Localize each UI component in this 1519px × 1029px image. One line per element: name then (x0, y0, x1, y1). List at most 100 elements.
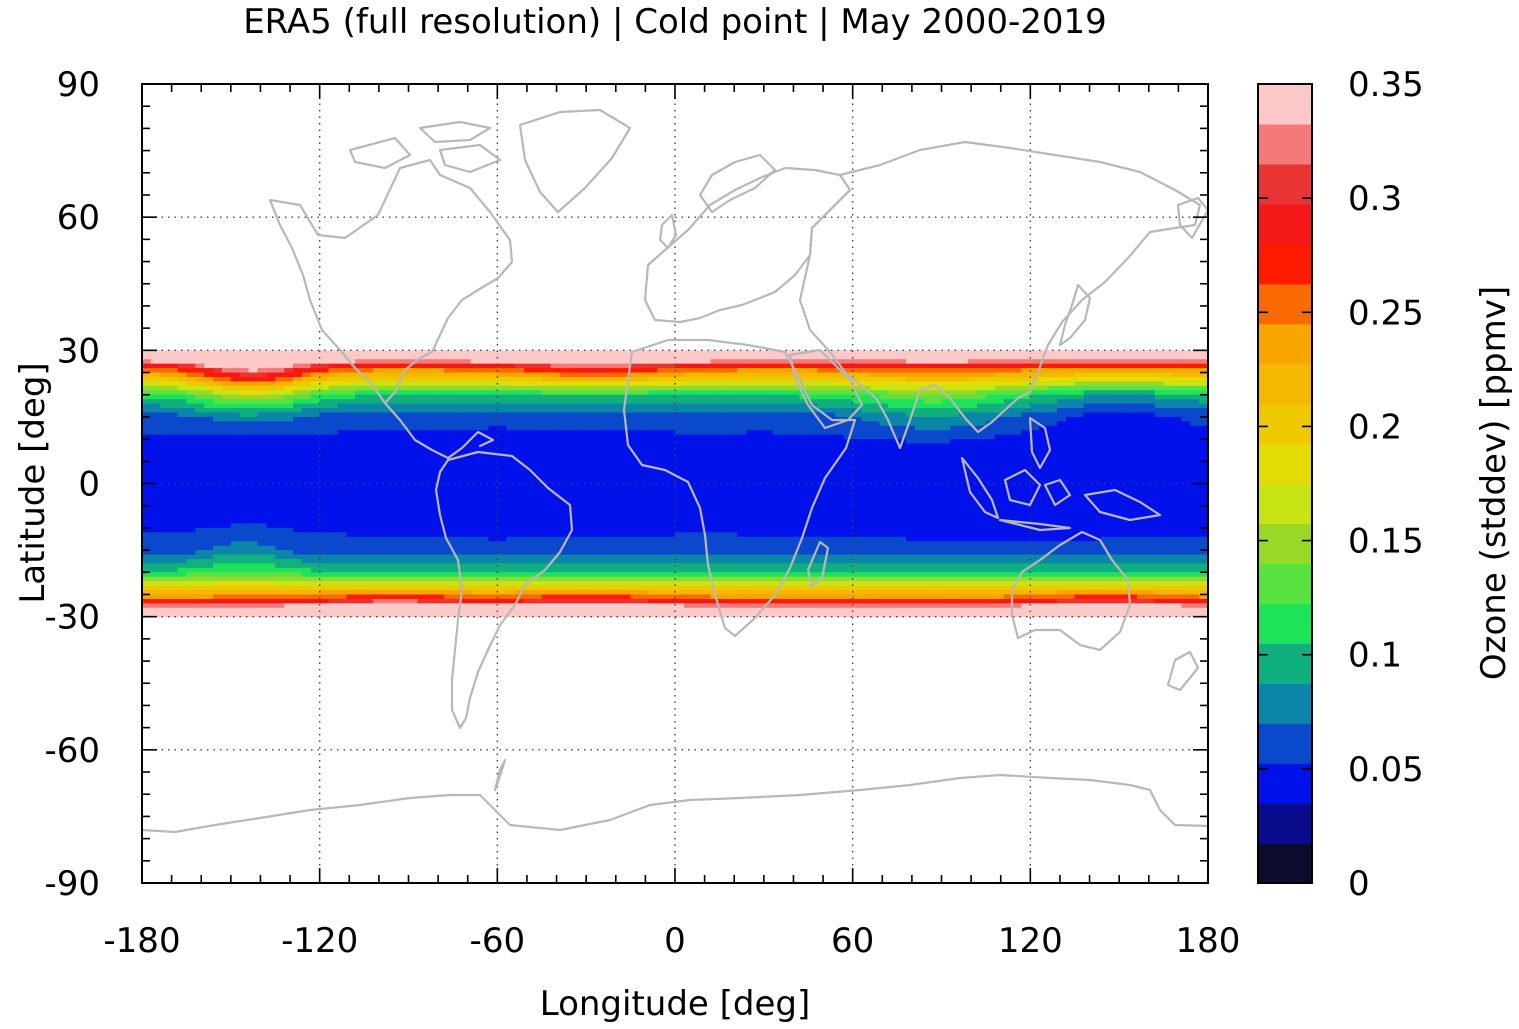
field-cell (293, 408, 303, 414)
field-cell (1154, 514, 1165, 520)
field-cell (701, 430, 712, 436)
field-cell (355, 430, 365, 436)
field-cell (381, 430, 392, 436)
field-cell (639, 470, 649, 476)
field-cell (666, 421, 676, 427)
field-cell (710, 363, 721, 369)
field-cell (1083, 470, 1094, 476)
field-cell (586, 510, 596, 516)
field-cell (257, 532, 267, 538)
field-cell (603, 350, 614, 356)
field-cell (595, 390, 605, 396)
field-cell (1199, 519, 1208, 525)
field-cell (488, 350, 498, 356)
field-cell (1074, 447, 1085, 454)
field-cell (177, 492, 188, 498)
field-cell (834, 385, 845, 391)
field-cell (826, 523, 836, 529)
field-cell (142, 363, 152, 369)
field-cell (746, 501, 756, 507)
field-cell (1003, 390, 1014, 396)
field-cell (497, 492, 507, 498)
field-cell (204, 483, 214, 489)
field-cell (968, 523, 978, 529)
field-cell (612, 408, 623, 414)
field-cell (932, 376, 943, 383)
field-cell (506, 425, 516, 431)
field-cell (817, 479, 827, 485)
field-cell (683, 430, 694, 436)
field-cell (355, 443, 365, 449)
field-cell (1048, 372, 1058, 378)
field-cell (186, 461, 196, 467)
chart-title: ERA5 (full resolution) | Cold point | Ma… (243, 2, 1107, 42)
field-cell (417, 363, 427, 369)
field-cell (150, 350, 161, 356)
field-cell (737, 487, 747, 493)
field-cell (879, 425, 889, 431)
field-cell (355, 465, 365, 471)
field-cell (257, 376, 267, 383)
field-cell (648, 363, 658, 369)
field-cell (826, 412, 836, 418)
field-cell (168, 487, 179, 493)
field-cell (319, 447, 330, 454)
field-cell (675, 439, 685, 445)
field-cell (1056, 430, 1067, 436)
field-cell (861, 501, 872, 507)
field-cell (559, 452, 569, 458)
field-cell (523, 359, 534, 365)
field-cell (559, 483, 569, 489)
field-cell (568, 487, 578, 493)
field-cell (763, 425, 774, 431)
field-cell (417, 447, 427, 454)
field-cell (364, 412, 374, 418)
field-cell (1030, 452, 1040, 458)
field-cell (568, 492, 578, 498)
field-cell (772, 496, 783, 502)
field-cell (1181, 425, 1191, 431)
field-cell (213, 492, 223, 498)
field-cell (328, 505, 339, 511)
field-cell (142, 465, 152, 471)
field-cell (861, 408, 872, 414)
field-cell (426, 523, 436, 529)
field-cell (675, 354, 685, 360)
field-cell (1110, 470, 1120, 476)
field-cell (950, 430, 960, 436)
field-cell (843, 447, 854, 454)
field-cell (781, 381, 792, 387)
field-cell (648, 354, 658, 360)
field-cell (346, 505, 356, 511)
field-cell (381, 514, 392, 520)
field-cell (737, 430, 747, 436)
field-cell (426, 408, 436, 414)
field-cell (852, 527, 863, 533)
field-cell (905, 359, 916, 365)
field-cell (666, 425, 676, 431)
field-cell (221, 385, 232, 391)
field-cell (888, 412, 898, 418)
field-cell (221, 496, 232, 502)
field-cell (1119, 527, 1129, 533)
field-cell (266, 470, 276, 476)
field-cell (328, 470, 339, 476)
field-cell (390, 416, 401, 422)
field-cell (213, 527, 223, 533)
field-cell (763, 434, 774, 440)
field-cell (612, 492, 623, 498)
field-cell (630, 510, 641, 516)
field-cell (239, 408, 250, 414)
field-cell (532, 390, 543, 396)
field-cell (1030, 501, 1040, 507)
field-cell (390, 523, 401, 529)
field-cell (817, 385, 827, 391)
field-cell (293, 359, 303, 365)
field-cell (754, 368, 765, 374)
field-cell (914, 376, 925, 383)
field-cell (630, 381, 641, 387)
field-cell (692, 456, 703, 462)
field-cell (337, 461, 347, 467)
field-cell (754, 527, 765, 533)
field-cell (923, 443, 934, 449)
